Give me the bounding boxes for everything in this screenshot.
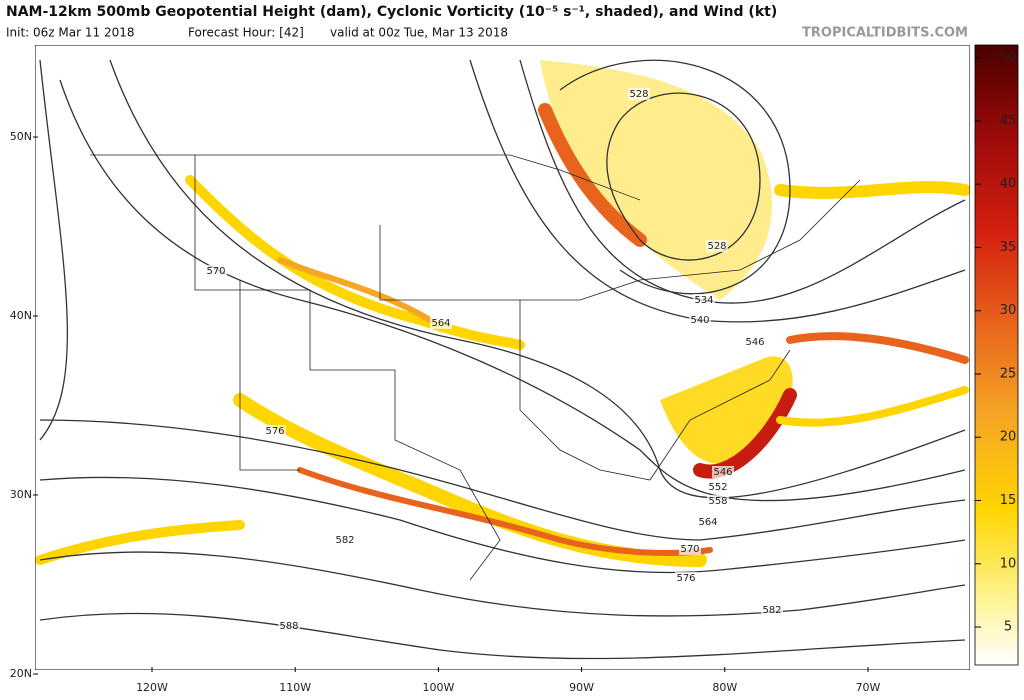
longitude-label: 120W — [136, 681, 168, 694]
contour-label: 540 — [690, 315, 709, 326]
longitude-label: 70W — [856, 681, 881, 694]
boundaries — [90, 154, 861, 581]
colorbar-tick-label: 35 — [1000, 240, 1017, 255]
contour-label-bg — [744, 336, 766, 348]
longitude-label: 110W — [279, 681, 311, 694]
contour-label-bg — [697, 516, 719, 528]
init-time: Init: 06z Mar 11 2018 — [6, 26, 135, 40]
contour-label-bg — [675, 572, 697, 584]
contour-label: 588 — [279, 621, 298, 632]
contour-label-bg — [693, 294, 715, 306]
latitude-label: 30N — [10, 488, 32, 501]
colorbar-tick-label: 20 — [1000, 430, 1017, 445]
colorbar-tick-label: 10 — [1000, 556, 1017, 571]
contour-label: 528 — [707, 241, 726, 252]
latitude-label: 50N — [10, 130, 32, 143]
contour-label: 576 — [676, 573, 695, 584]
contour-label-bg — [761, 604, 783, 616]
contour-label: 552 — [708, 482, 727, 493]
contour-label-bg — [430, 317, 452, 329]
forecast-hour: Forecast Hour: [42] — [188, 26, 304, 40]
contour-label: 546 — [745, 337, 764, 348]
contour-label-bg — [679, 543, 701, 555]
latitude-label: 40N — [10, 309, 32, 322]
contour-label: 558 — [708, 496, 727, 507]
contour-label-bg — [264, 425, 286, 437]
contour-label-bg — [712, 466, 734, 478]
colorbar-tick-label: 15 — [1000, 493, 1017, 508]
contour-label: 564 — [698, 517, 717, 528]
colorbar-tick-label: 30 — [1000, 303, 1017, 318]
contour-label: 528 — [629, 89, 648, 100]
contour-label: 576 — [265, 426, 284, 437]
contour-label-bg — [689, 314, 711, 326]
credit: TROPICALTIDBITS.COM — [802, 26, 968, 41]
contour-label: 546 — [713, 467, 732, 478]
longitude-label: 100W — [422, 681, 454, 694]
contour-label: 570 — [206, 266, 225, 277]
contour-label-bg — [334, 534, 356, 546]
latitude-label: 20N — [10, 667, 32, 680]
contour-label-bg — [628, 88, 650, 100]
contour-label: 570 — [680, 544, 699, 555]
contour-label-bg — [707, 481, 729, 493]
colorbar-tick-label: 50 — [1000, 50, 1017, 65]
longitude-label: 90W — [569, 681, 594, 694]
colorbar-tick-label: 25 — [1000, 366, 1017, 381]
contour-label-bg — [707, 495, 729, 507]
colorbar-tick-label: 45 — [1000, 113, 1017, 128]
contour-label: 534 — [694, 295, 713, 306]
valid-time: valid at 00z Tue, Mar 13 2018 — [330, 26, 508, 40]
title: NAM-12km 500mb Geopotential Height (dam)… — [6, 4, 777, 20]
contour-label-bg — [706, 240, 728, 252]
colorbar — [974, 44, 1019, 666]
height-contours — [39, 59, 966, 660]
contour-label-bg — [278, 620, 300, 632]
longitude-label: 80W — [712, 681, 737, 694]
contour-label: 564 — [431, 318, 450, 329]
contour-label: 582 — [335, 535, 354, 546]
map-area — [35, 45, 970, 670]
colorbar-tick-label: 40 — [1000, 177, 1017, 192]
colorbar-tick-label: 5 — [1004, 620, 1012, 635]
contour-label: 582 — [762, 605, 781, 616]
contour-label-bg — [205, 265, 227, 277]
